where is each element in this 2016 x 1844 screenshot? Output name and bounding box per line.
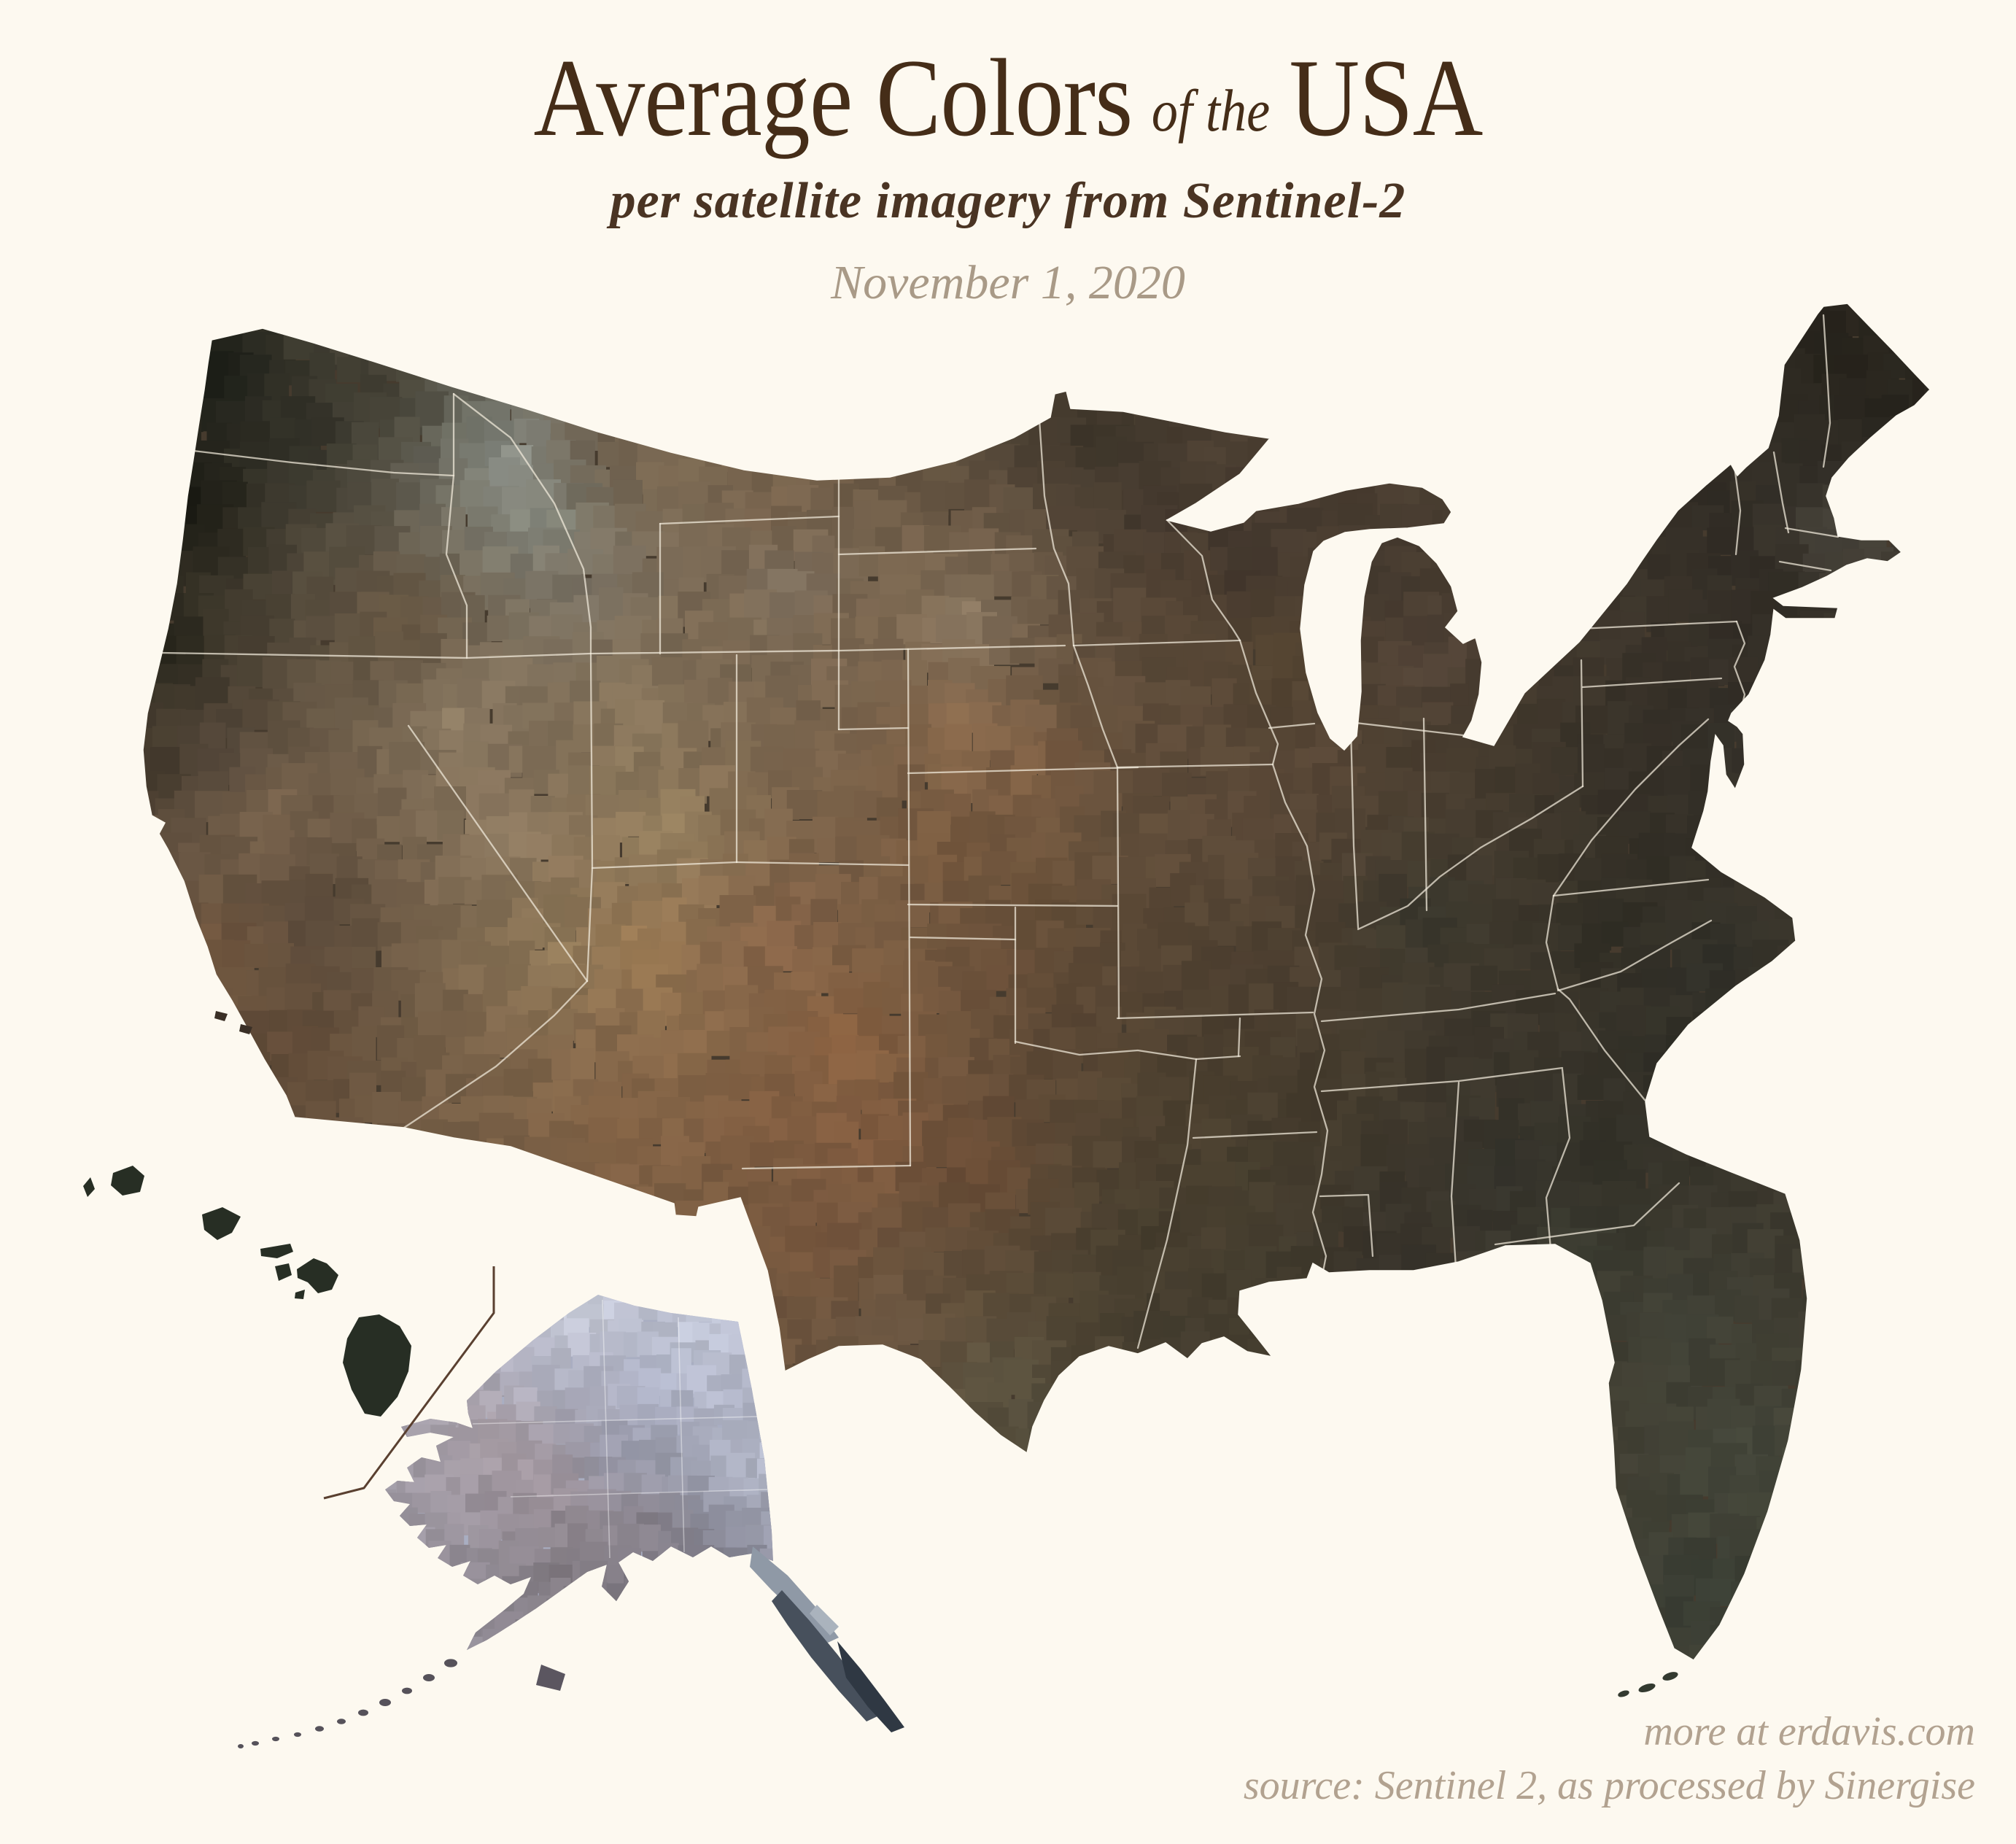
hawaii-island-lanai [275,1263,292,1281]
alaska-region [385,1295,773,1650]
aleutian-island [294,1732,301,1738]
hawaii-island-kahoolawe [295,1290,305,1299]
island-shapes [214,1011,904,1748]
ak-panhandle-dark [837,1641,904,1732]
kodiak-island [536,1665,565,1691]
aleutian-island [358,1709,368,1716]
aleutian-island [272,1736,279,1742]
aleutian-island [315,1726,324,1732]
aleutian-island [402,1687,412,1694]
aleutian-island [379,1699,391,1706]
inset-divider-line [323,1266,495,1500]
florida-keys [1618,1672,1678,1697]
attribution: more at erdavis.com source: Sentinel 2, … [1244,1705,1975,1813]
hawaii-island-molokai [260,1244,293,1258]
hawaii-island-kauai [111,1166,144,1196]
channel-island-2 [239,1024,252,1034]
hawaii-island-big-island [343,1314,411,1417]
attribution-source: source: Sentinel 2, as processed by Sine… [1243,1763,1975,1809]
state-borders [160,314,1839,1349]
hawaii-island-oahu [202,1207,241,1240]
hawaii-island-niihau [83,1177,95,1197]
aleutian-island [423,1674,435,1681]
attribution-link: more at erdavis.com [1643,1709,1975,1755]
channel-island-1 [214,1011,228,1021]
aleutian-island [444,1659,457,1667]
hawaii-island-maui [297,1258,338,1293]
hawaii-region [83,1166,411,1417]
ak-panhandle-mid [772,1590,879,1721]
contiguous-us-region [143,303,1930,1660]
aleutian-island [252,1740,259,1746]
ak-panhandle-cap [810,1605,839,1635]
aleutian-island [337,1719,346,1724]
aleutian-island [238,1744,244,1748]
